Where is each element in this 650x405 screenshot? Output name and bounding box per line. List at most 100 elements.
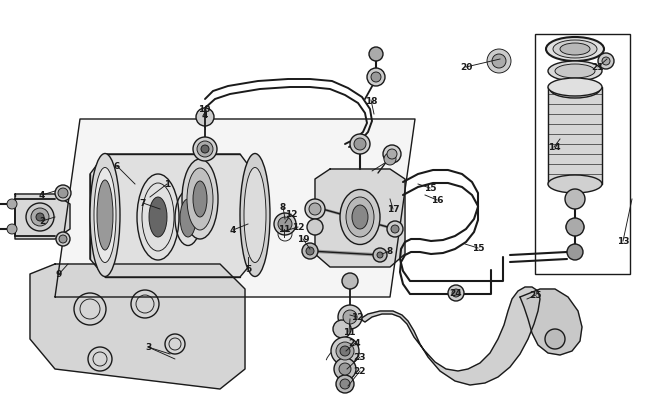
Text: 12: 12 [285, 210, 297, 219]
Ellipse shape [149, 198, 167, 237]
Circle shape [197, 142, 213, 158]
Text: 24: 24 [450, 289, 462, 298]
Circle shape [452, 289, 460, 297]
Circle shape [565, 190, 585, 209]
Text: 25: 25 [530, 291, 542, 300]
Text: 18: 18 [365, 96, 377, 105]
Circle shape [391, 226, 399, 233]
Ellipse shape [90, 154, 120, 277]
Circle shape [305, 200, 325, 220]
Circle shape [384, 153, 396, 166]
Circle shape [338, 305, 362, 329]
Text: 14: 14 [548, 143, 560, 152]
Text: 8: 8 [387, 247, 393, 256]
Text: 11: 11 [343, 328, 356, 337]
Circle shape [31, 209, 49, 226]
Ellipse shape [557, 84, 593, 96]
Circle shape [602, 58, 610, 66]
Text: 16: 16 [431, 196, 443, 205]
Circle shape [448, 285, 464, 301]
Circle shape [367, 69, 385, 87]
Ellipse shape [94, 168, 116, 263]
Ellipse shape [553, 41, 597, 59]
Text: 24: 24 [348, 339, 361, 347]
Polygon shape [90, 155, 255, 277]
Ellipse shape [555, 65, 595, 79]
Text: 4: 4 [230, 226, 236, 235]
Circle shape [306, 247, 314, 256]
Polygon shape [30, 264, 245, 389]
Text: 10: 10 [198, 105, 210, 114]
Polygon shape [548, 88, 602, 185]
Circle shape [334, 358, 356, 380]
Ellipse shape [560, 44, 590, 56]
Circle shape [307, 220, 323, 235]
Circle shape [274, 213, 296, 235]
Circle shape [336, 342, 354, 360]
Circle shape [36, 213, 44, 222]
Circle shape [369, 48, 383, 62]
Circle shape [387, 149, 397, 160]
Text: 2: 2 [39, 217, 45, 226]
Circle shape [371, 73, 381, 83]
Bar [535, 35, 630, 274]
Circle shape [377, 252, 383, 258]
Text: 20: 20 [460, 63, 472, 72]
Circle shape [339, 363, 351, 375]
Circle shape [383, 146, 401, 164]
Ellipse shape [546, 38, 604, 62]
Circle shape [373, 248, 387, 262]
Circle shape [302, 243, 318, 259]
Ellipse shape [548, 175, 602, 194]
Ellipse shape [548, 62, 602, 82]
Circle shape [340, 346, 350, 356]
Polygon shape [15, 194, 70, 239]
Circle shape [354, 139, 366, 151]
Text: 22: 22 [354, 367, 366, 375]
Circle shape [55, 185, 71, 202]
Circle shape [193, 138, 217, 162]
Text: 8: 8 [280, 203, 286, 212]
Circle shape [26, 203, 54, 231]
Circle shape [598, 54, 614, 70]
Circle shape [7, 200, 17, 209]
Circle shape [343, 310, 357, 324]
Circle shape [340, 379, 350, 389]
Text: 13: 13 [617, 237, 629, 246]
Text: 9: 9 [56, 270, 62, 279]
Circle shape [201, 146, 209, 153]
Circle shape [387, 222, 403, 237]
Ellipse shape [346, 198, 374, 237]
Ellipse shape [352, 205, 368, 230]
Text: 12: 12 [351, 313, 363, 322]
Text: 7: 7 [140, 199, 146, 208]
Ellipse shape [244, 168, 266, 263]
Text: 11: 11 [278, 225, 291, 234]
Ellipse shape [182, 160, 218, 239]
Circle shape [342, 273, 358, 289]
Ellipse shape [340, 190, 380, 245]
Text: 17: 17 [387, 205, 399, 214]
Circle shape [567, 244, 583, 260]
Circle shape [59, 235, 67, 243]
Ellipse shape [240, 154, 270, 277]
Circle shape [56, 232, 70, 246]
Circle shape [492, 55, 506, 69]
Circle shape [336, 375, 354, 393]
Circle shape [350, 135, 370, 155]
Circle shape [58, 189, 68, 198]
Polygon shape [315, 170, 405, 267]
Polygon shape [520, 289, 582, 355]
Polygon shape [55, 120, 415, 297]
Ellipse shape [187, 168, 213, 230]
Text: 6: 6 [114, 162, 120, 171]
Text: 4: 4 [39, 191, 46, 200]
Circle shape [196, 109, 214, 127]
Circle shape [487, 50, 511, 74]
Ellipse shape [193, 181, 207, 217]
Text: 23: 23 [354, 353, 366, 362]
Ellipse shape [548, 79, 602, 97]
Circle shape [278, 217, 292, 231]
Text: 21: 21 [592, 63, 604, 72]
Text: 5: 5 [245, 265, 251, 274]
